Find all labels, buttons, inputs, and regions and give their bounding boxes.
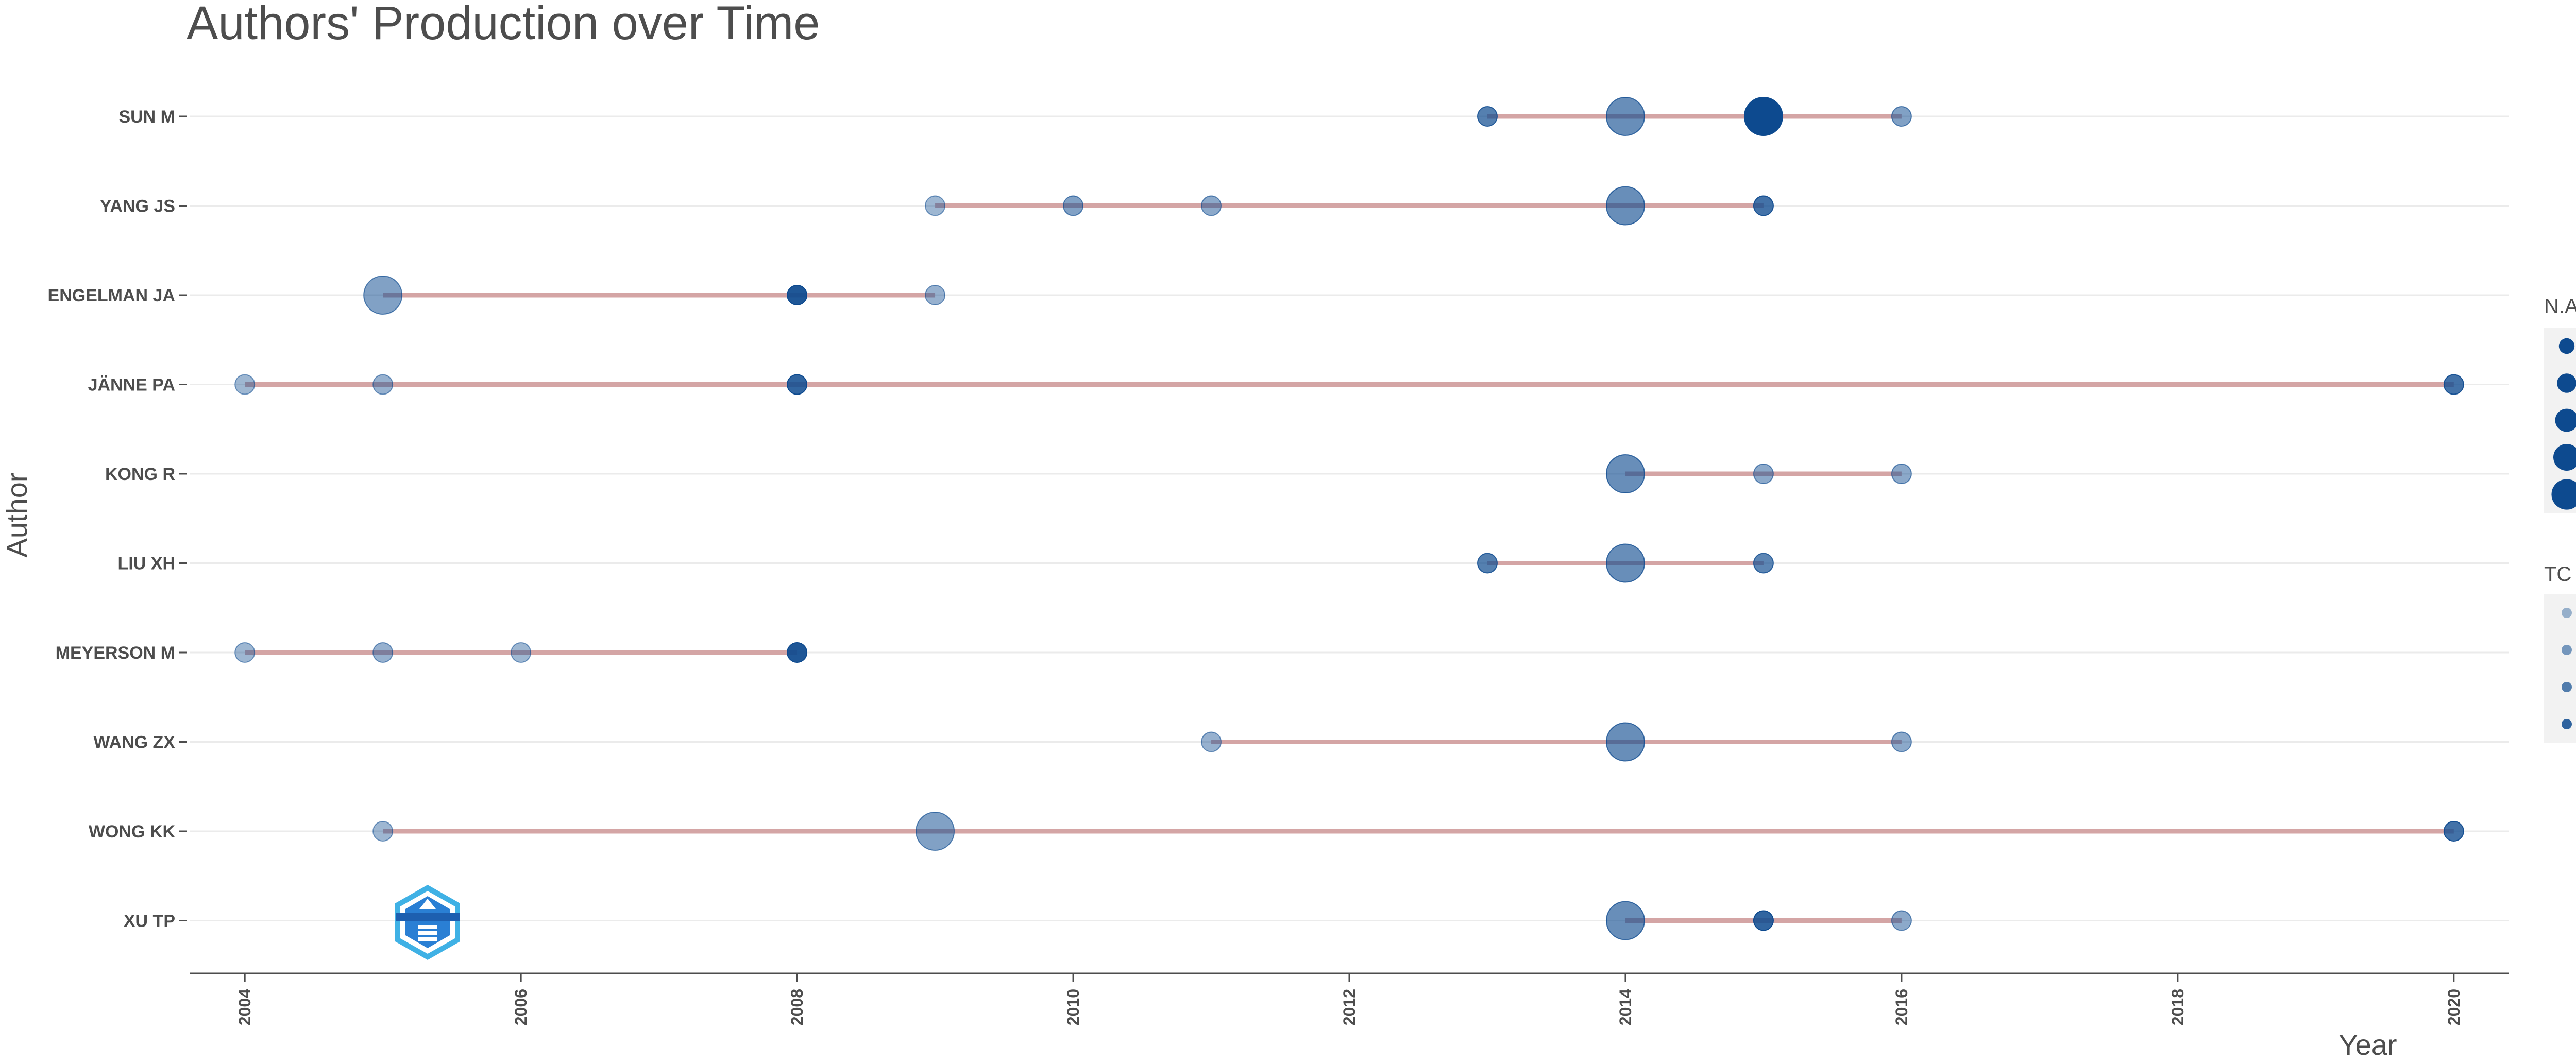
x-tick-label: 2020 (2445, 989, 2463, 1025)
legend-n-key-circle (2551, 479, 2576, 510)
y-tick-label-author: WANG ZX (93, 733, 175, 752)
article-point (1605, 543, 1645, 583)
article-point (1605, 97, 1645, 136)
legend-n-articles-title: N.Articles (2544, 295, 2576, 318)
article-point (787, 642, 808, 663)
logo-arrow-icon (419, 899, 436, 909)
article-point (787, 285, 808, 305)
article-point (1605, 454, 1645, 493)
article-point (2443, 374, 2464, 395)
logo-bar-3 (418, 937, 437, 941)
x-tick-label: 2012 (1340, 989, 1359, 1025)
y-tick-label-author: KONG R (105, 465, 175, 484)
x-axis-ticks: 2004 2006 2008 2010 2012 2014 2016 2018 2020 (235, 973, 2463, 1025)
article-point (787, 374, 808, 395)
article-point (1605, 186, 1645, 226)
legend-tc-key-circle (2562, 645, 2572, 655)
gridlines (190, 115, 2509, 921)
article-point (372, 374, 394, 395)
legend-n-articles: N.Articles 1.001.251.501.752.00 (2544, 295, 2576, 513)
article-point (234, 374, 256, 395)
article-point (925, 285, 946, 305)
y-tick-label-author: YANG JS (100, 197, 175, 216)
article-point (1477, 106, 1498, 127)
article-point (1891, 731, 1912, 752)
article-point (925, 195, 946, 216)
author-timeline-segments (245, 114, 2454, 923)
x-tick-label: 2014 (1616, 989, 1635, 1025)
article-point (372, 642, 394, 663)
legend-n-key-circle (2553, 444, 2576, 471)
legend-tc-key-circle (2562, 719, 2572, 729)
legend-tc-key-circle (2562, 608, 2572, 618)
x-tick-label: 2018 (2168, 989, 2187, 1025)
legend-tc-key-circle (2562, 682, 2572, 692)
x-tick-label: 2006 (512, 989, 530, 1025)
article-point (1753, 910, 1774, 931)
chart-title: Authors' Production over Time (187, 0, 820, 49)
legend-n-key-circle (2555, 408, 2576, 432)
article-point (1605, 722, 1645, 762)
y-tick-label-author: MEYERSON M (56, 643, 175, 663)
y-tick-label-author: LIU XH (118, 554, 175, 574)
y-tick-label-author: JÄNNE PA (88, 375, 175, 395)
legend-n-key-circle (2558, 338, 2575, 354)
logo-bar-2 (418, 931, 437, 935)
article-point (1201, 731, 1222, 752)
article-point (916, 812, 955, 851)
article-point (363, 276, 403, 315)
article-point (1063, 195, 1084, 216)
y-axis-title: Author (1, 473, 33, 558)
x-tick-label: 2010 (1064, 989, 1082, 1025)
article-point (511, 642, 532, 663)
y-tick-label-author: WONG KK (89, 822, 176, 842)
logo-band (396, 913, 460, 921)
article-point (1743, 97, 1783, 136)
article-point (1891, 910, 1912, 931)
article-point (1477, 553, 1498, 574)
legend-tc-per-year: TC per Year 20304050 (2544, 563, 2576, 743)
article-point (1605, 901, 1645, 940)
legend-tc-key-background (2544, 594, 2576, 631)
article-point (1891, 106, 1912, 127)
article-point (1753, 464, 1774, 484)
article-point (1753, 195, 1774, 216)
x-axis-title: Year (2338, 1028, 2397, 1061)
article-point (372, 821, 394, 842)
y-tick-label-author: ENGELMAN JA (48, 286, 175, 305)
logo-hexagon-core (405, 896, 450, 948)
article-point (2443, 821, 2464, 842)
article-point (234, 642, 256, 663)
legend-tc-per-year-title: TC per Year (2544, 563, 2576, 586)
bibliometrix-logo (395, 885, 460, 960)
article-points (234, 97, 2464, 940)
article-point (1753, 553, 1774, 574)
x-tick-label: 2008 (788, 989, 806, 1025)
y-tick-label-author: SUN M (118, 107, 175, 127)
article-point (1201, 195, 1222, 216)
x-tick-label: 2004 (235, 989, 254, 1025)
legend-n-key-circle (2557, 373, 2576, 393)
x-tick-label: 2016 (1892, 989, 1911, 1025)
article-point (1891, 464, 1912, 484)
y-axis-author-labels: SUN M YANG JS ENGELMAN JA JÄNNE PA KONG R LIU… (48, 107, 187, 931)
logo-bar-1 (418, 925, 437, 929)
y-tick-label-author: XU TP (124, 912, 175, 931)
